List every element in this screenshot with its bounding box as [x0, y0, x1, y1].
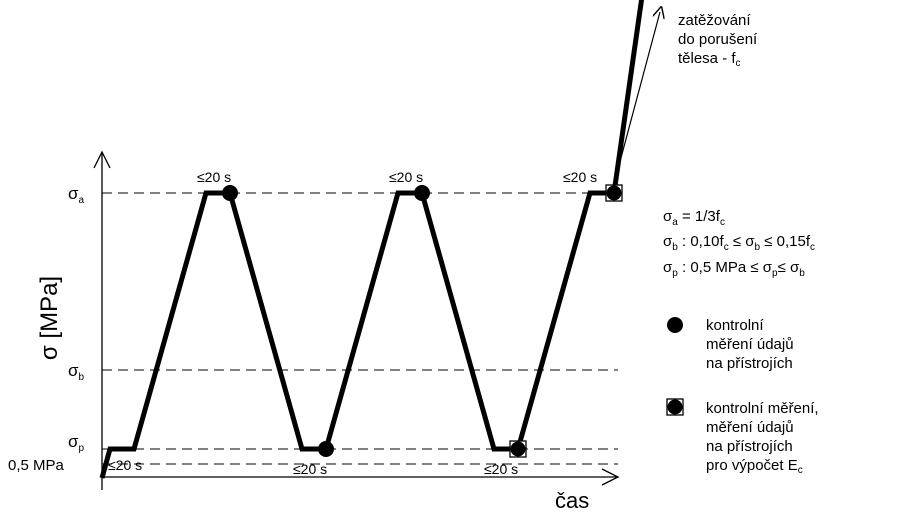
legend-square-dot-icon: [666, 398, 684, 416]
sigma-b-label: σb: [68, 361, 85, 383]
failure-annotation: zatěžování do porušení tělesa - fc: [678, 12, 758, 69]
dwell-label-bottom-3: ≤20 s: [484, 461, 518, 477]
x-axis-label: čas: [555, 488, 589, 513]
svg-text:na přístrojích: na přístrojích: [706, 355, 793, 372]
formula-sigma-b: σb : 0,10fc ≤ σb ≤ 0,15fc: [663, 233, 815, 253]
dwell-label-top-3: ≤20 s: [563, 169, 597, 185]
measurement-square-marker: [605, 184, 623, 202]
legend-dot-icon: [667, 317, 683, 333]
measurement-dot-marker: [414, 185, 430, 201]
y-axis-label: σ [MPa]: [36, 276, 63, 360]
formula-sigma-p: σp : 0,5 MPa ≤ σp≤ σb: [663, 259, 805, 279]
legend-dot-entry: kontrolní měření údajů na přístrojích: [667, 317, 794, 372]
svg-text:měření údajů: měření údajů: [706, 336, 794, 353]
loading-path-line: [99, 0, 645, 479]
svg-text:tělesa - fc: tělesa - fc: [678, 50, 741, 69]
dwell-label-bottom-1: ≤20 s: [108, 457, 142, 473]
dwell-label-top-1: ≤20 s: [197, 169, 231, 185]
sigma-p-label: σp: [68, 432, 85, 454]
x-axis: [102, 468, 620, 486]
svg-text:do porušení: do porušení: [678, 31, 758, 48]
svg-text:na přístrojích: na přístrojích: [706, 438, 793, 455]
formula-sigma-a: σa = 1/3fc: [663, 208, 725, 228]
legend-square-entry: kontrolní měření, měření údajů na přístr…: [666, 398, 819, 476]
failure-arrow: [613, 12, 660, 185]
svg-text:kontrolní měření,: kontrolní měření,: [706, 400, 819, 417]
svg-text:měření údajů: měření údajů: [706, 419, 794, 436]
measurement-markers: [222, 184, 623, 458]
svg-text:zatěžování: zatěžování: [678, 12, 751, 29]
measurement-dot-marker: [222, 185, 238, 201]
svg-text:kontrolní: kontrolní: [706, 317, 764, 334]
svg-text:pro výpočet Ec: pro výpočet Ec: [706, 457, 803, 476]
dwell-label-bottom-2: ≤20 s: [293, 461, 327, 477]
y-axis: [93, 150, 111, 490]
measurement-dot-marker: [318, 441, 334, 457]
sigma-a-label: σa: [68, 184, 85, 206]
base-level-label: 0,5 MPa: [8, 457, 65, 474]
measurement-square-marker: [509, 440, 527, 458]
dwell-label-top-2: ≤20 s: [389, 169, 423, 185]
